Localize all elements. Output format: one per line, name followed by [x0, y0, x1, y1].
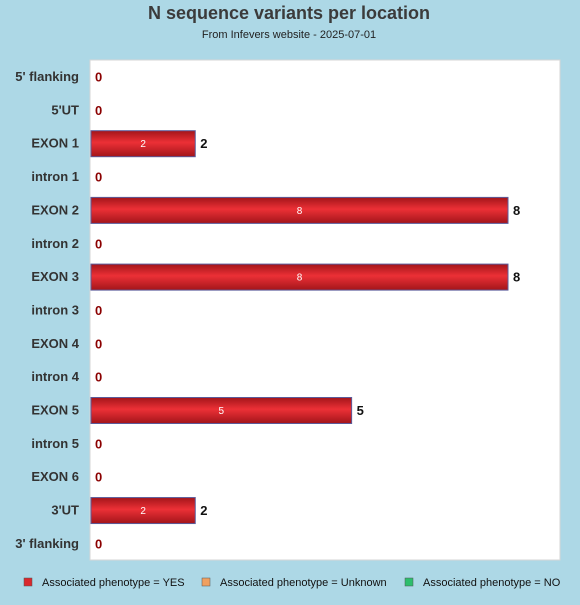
bar-inner-label: 8 — [297, 273, 303, 284]
chart-subtitle: From Infevers website - 2025-07-01 — [202, 29, 376, 41]
category-label: 5' flanking — [15, 69, 79, 84]
zero-value-label: 0 — [95, 236, 102, 251]
legend-label: Associated phenotype = NO — [423, 577, 561, 589]
category-label: EXON 4 — [31, 336, 79, 351]
category-labels: 5' flanking 5'UT EXON 1 intron 1 EXON 2 intro… — [15, 69, 80, 551]
zero-value-label: 0 — [95, 470, 102, 485]
category-label: EXON 5 — [31, 403, 79, 418]
bar[interactable] — [90, 130, 196, 158]
category-label: 3'UT — [51, 503, 79, 518]
bar-value-label: 5 — [357, 403, 364, 418]
bars: 0 0 2 2 0 8 8 0 8 8 0 0 0 5 5 0 0 2 2 0 — [90, 70, 520, 551]
legend-swatch — [404, 577, 414, 587]
bar[interactable] — [90, 497, 196, 525]
legend-swatch — [201, 577, 211, 587]
category-label: EXON 2 — [31, 202, 79, 217]
bar-inner-label: 2 — [140, 506, 146, 517]
bar-value-label: 8 — [513, 203, 520, 218]
bar-value-label: 2 — [200, 136, 207, 151]
category-label: EXON 6 — [31, 469, 79, 484]
bar-inner-label: 5 — [219, 406, 225, 417]
zero-value-label: 0 — [95, 370, 102, 385]
zero-value-label: 0 — [95, 70, 102, 85]
zero-value-label: 0 — [95, 336, 102, 351]
bar[interactable] — [90, 397, 353, 424]
bar-value-label: 2 — [200, 503, 207, 518]
legend-label: Associated phenotype = YES — [42, 577, 185, 589]
category-label: intron 4 — [31, 369, 79, 384]
legend-label: Associated phenotype = Unknown — [220, 577, 387, 589]
category-label: 3' flanking — [15, 536, 79, 551]
category-label: intron 5 — [31, 436, 79, 451]
bar-inner-label: 8 — [297, 206, 303, 217]
category-label: EXON 3 — [31, 269, 79, 284]
zero-value-label: 0 — [95, 436, 102, 451]
category-label: intron 2 — [31, 236, 79, 251]
bar[interactable] — [90, 196, 509, 224]
category-label: EXON 1 — [31, 136, 79, 151]
legend: Associated phenotype = YES Associated phe… — [23, 577, 561, 589]
bar-value-label: 8 — [513, 270, 520, 285]
category-label: intron 1 — [31, 169, 79, 184]
zero-value-label: 0 — [95, 536, 102, 551]
legend-swatch — [23, 577, 33, 587]
category-label: 5'UT — [51, 102, 79, 117]
chart-title: N sequence variants per location — [148, 3, 430, 23]
bar[interactable] — [90, 263, 509, 291]
zero-value-label: 0 — [95, 103, 102, 118]
category-label: intron 3 — [31, 302, 79, 317]
zero-value-label: 0 — [95, 170, 102, 185]
bar-inner-label: 2 — [140, 139, 146, 150]
zero-value-label: 0 — [95, 303, 102, 318]
